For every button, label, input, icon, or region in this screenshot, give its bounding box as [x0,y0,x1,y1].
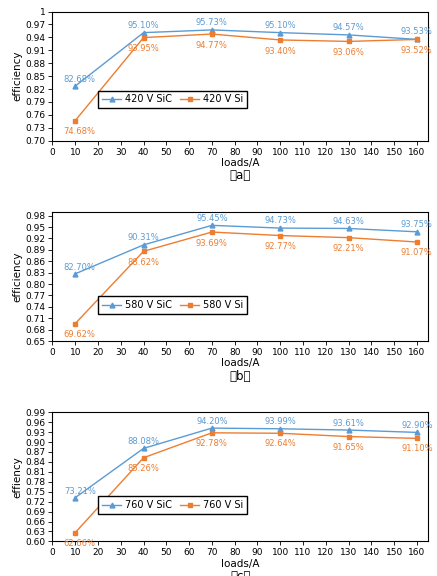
Text: 92.90%: 92.90% [401,421,433,430]
Text: 88.08%: 88.08% [128,437,160,446]
Text: （b）: （b） [229,370,251,382]
Text: 88.62%: 88.62% [128,258,160,267]
Text: 92.21%: 92.21% [333,244,364,253]
760 V SiC [73,494,78,501]
Text: 91.07%: 91.07% [401,248,433,257]
Text: 94.77%: 94.77% [196,41,228,50]
Text: 90.31%: 90.31% [128,233,160,242]
Text: 91.65%: 91.65% [333,442,364,452]
Text: 93.40%: 93.40% [264,47,296,56]
Legend: 420 V SiC, 420 V Si: 420 V SiC, 420 V Si [98,90,247,108]
Text: 74.68%: 74.68% [64,127,96,136]
Text: 95.73%: 95.73% [196,18,228,27]
Y-axis label: efficiency: efficiency [13,51,23,101]
420 V SiC [209,26,215,33]
Text: 94.73%: 94.73% [264,217,296,225]
Text: 95.10%: 95.10% [264,21,296,29]
Line: 420 V Si: 420 V Si [73,32,420,123]
580 V Si [277,232,283,239]
760 V SiC [277,425,283,432]
Y-axis label: effiency: effiency [13,456,23,498]
580 V SiC [414,228,420,235]
Text: 69.62%: 69.62% [64,329,96,339]
420 V Si [414,36,420,43]
Text: 92.64%: 92.64% [264,439,296,448]
420 V SiC [73,83,78,90]
420 V SiC [141,29,146,36]
420 V SiC [346,32,351,39]
760 V SiC [209,425,215,431]
Line: 420 V SiC: 420 V SiC [73,28,420,89]
420 V Si [277,36,283,43]
Line: 760 V SiC: 760 V SiC [73,426,420,500]
Text: 94.63%: 94.63% [333,217,364,226]
Text: 92.78%: 92.78% [196,439,228,448]
580 V Si [209,229,215,236]
Line: 580 V Si: 580 V Si [73,230,420,326]
Text: 62.66%: 62.66% [64,539,96,548]
Text: 93.69%: 93.69% [196,238,228,248]
760 V Si [209,429,215,436]
580 V Si [141,248,146,255]
Line: 760 V Si: 760 V Si [73,430,420,535]
Text: 82.70%: 82.70% [64,263,96,272]
580 V SiC [346,225,351,232]
760 V Si [414,435,420,442]
420 V Si [73,117,78,124]
Text: 73.21%: 73.21% [64,487,96,497]
Text: 85.26%: 85.26% [128,464,160,473]
580 V Si [346,234,351,241]
Text: 94.57%: 94.57% [333,23,364,32]
X-axis label: loads/A: loads/A [221,158,260,168]
Line: 580 V SiC: 580 V SiC [73,223,420,276]
Text: 82.68%: 82.68% [64,75,96,85]
X-axis label: loads/A: loads/A [221,559,260,569]
Text: （a）: （a） [230,169,251,182]
420 V SiC [277,29,283,36]
580 V Si [73,320,78,327]
X-axis label: loads/A: loads/A [221,358,260,369]
Text: 93.61%: 93.61% [333,419,364,428]
Text: 95.10%: 95.10% [128,21,160,29]
580 V SiC [73,270,78,277]
Text: 91.10%: 91.10% [401,444,433,453]
760 V SiC [414,429,420,436]
Text: 92.77%: 92.77% [264,242,296,251]
Text: 93.52%: 93.52% [401,46,433,55]
Text: 93.95%: 93.95% [128,44,160,54]
Text: 95.45%: 95.45% [196,214,228,223]
420 V Si [209,31,215,37]
760 V Si [277,430,283,437]
760 V SiC [346,427,351,434]
Legend: 580 V SiC, 580 V Si: 580 V SiC, 580 V Si [98,296,247,314]
760 V Si [73,529,78,536]
580 V SiC [141,241,146,248]
Text: （c）: （c） [230,570,250,576]
Y-axis label: efficiency: efficiency [13,251,23,302]
420 V Si [141,34,146,41]
580 V SiC [277,225,283,232]
580 V Si [414,238,420,245]
760 V Si [141,454,146,461]
760 V SiC [141,445,146,452]
Text: 93.53%: 93.53% [401,28,433,36]
420 V Si [346,38,351,45]
Legend: 760 V SiC, 760 V Si: 760 V SiC, 760 V Si [98,497,247,514]
580 V SiC [209,222,215,229]
Text: 93.99%: 93.99% [264,418,296,426]
760 V Si [346,433,351,440]
Text: 93.75%: 93.75% [401,220,433,229]
Text: 93.06%: 93.06% [333,48,364,58]
Text: 94.20%: 94.20% [196,417,228,426]
420 V SiC [414,36,420,43]
